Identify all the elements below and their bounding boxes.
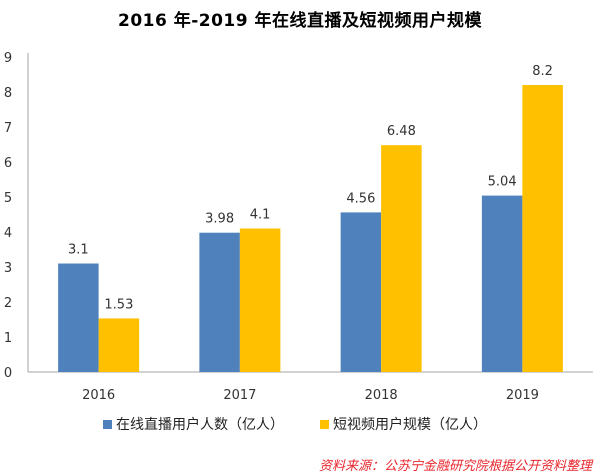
y-tick-label: 1 [4,331,12,346]
bar-live [340,212,382,372]
data-label: 3.98 [205,212,234,227]
bar-shortvideo [381,145,422,372]
source-note: 资料来源：公苏宁金融研究院根据公开资料整理 [318,459,592,474]
y-tick-label: 4 [4,226,12,241]
y-tick-label: 5 [4,191,12,206]
bar-shortvideo [522,85,563,372]
data-label: 3.1 [68,243,89,258]
y-tick-label: 2 [4,296,12,311]
chart-title: 2016 年-2019 年在线直播及短视频用户规模 [117,11,483,31]
bar-live [481,195,523,372]
legend-label-live: 在线直播用户人数（亿人） [116,417,284,433]
data-label: 5.04 [488,175,517,190]
legend-label-shortvideo: 短视频用户规模（亿人） [333,417,487,433]
bar-shortvideo [239,228,281,372]
bar-live [199,232,240,372]
data-label: 1.53 [104,297,133,312]
x-tick-label: 2017 [223,388,256,403]
x-tick-label: 2018 [365,388,398,403]
x-tick-label: 2016 [82,388,115,403]
y-tick-label: 8 [4,86,12,101]
legend-swatch-shortvideo [320,419,329,429]
data-label: 6.48 [387,124,416,139]
legend-item-live: 在线直播用户人数（亿人） [103,414,284,434]
x-tick-label: 2019 [506,388,539,403]
bar-shortvideo [98,318,140,372]
y-tick-label: 3 [4,261,12,276]
data-label: 4.56 [346,191,375,206]
data-label: 8.2 [532,64,553,79]
y-tick-label: 7 [4,121,12,136]
y-tick-label: 9 [4,51,12,66]
bar-live [58,263,99,372]
y-tick-label: 6 [4,156,12,171]
legend-swatch-live [103,419,112,429]
y-tick-label: 0 [4,366,12,381]
legend-item-shortvideo: 短视频用户规模（亿人） [320,414,487,434]
data-label: 4.1 [250,208,271,223]
